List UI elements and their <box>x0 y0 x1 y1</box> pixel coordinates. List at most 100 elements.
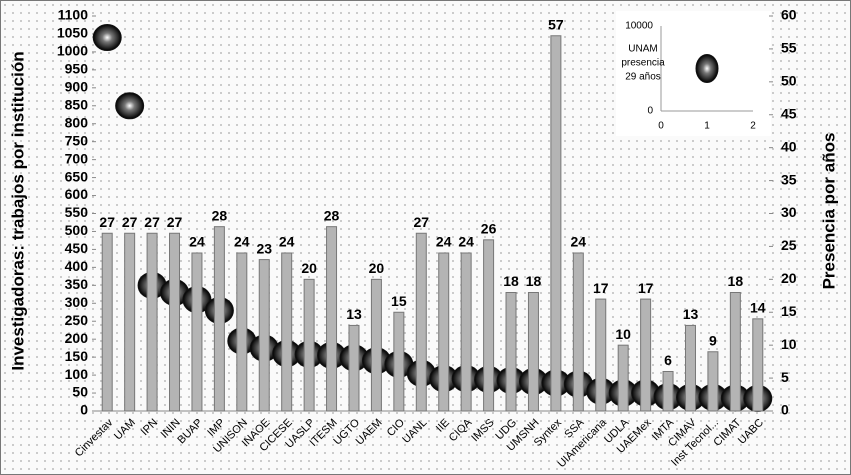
y-tick-label: 650 <box>65 168 89 184</box>
y-tick-label: 900 <box>65 79 89 95</box>
bar-value-label: 27 <box>167 214 183 230</box>
y2-tick-label: 45 <box>781 105 797 121</box>
y2-tick-label: 50 <box>781 73 797 89</box>
bar-value-label: 27 <box>99 214 115 230</box>
y-tick-label: 850 <box>65 96 89 112</box>
x-tick-label: IPN <box>139 417 160 438</box>
y-tick-label: 350 <box>65 276 89 292</box>
x-tick-label: UABC <box>736 417 766 447</box>
bar <box>752 318 764 412</box>
bar-value-label: 27 <box>144 214 160 230</box>
inset-annotation: 29 años <box>625 72 661 83</box>
inset-annotation: presencia <box>621 58 665 69</box>
bar-value-label: 18 <box>526 273 542 289</box>
inset-y-tick-label: 0 <box>647 106 653 117</box>
y-tick-label: 950 <box>65 61 89 77</box>
bar-value-label: 18 <box>728 273 744 289</box>
bar <box>281 252 293 412</box>
bar <box>348 324 360 412</box>
y2-tick-label: 0 <box>781 402 789 418</box>
y2-tick-label: 20 <box>781 270 797 286</box>
x-tick-label: UANL <box>400 417 429 446</box>
bar-value-label: 18 <box>503 273 519 289</box>
y-tick-label: 800 <box>65 114 89 130</box>
bar <box>169 232 181 412</box>
bar <box>729 292 741 412</box>
bar <box>370 278 382 412</box>
bar-value-label: 24 <box>279 234 295 250</box>
bar-value-label: 20 <box>301 260 317 276</box>
bar <box>483 239 495 412</box>
bar-value-label: 24 <box>436 234 452 250</box>
y-tick-label: 500 <box>65 222 89 238</box>
bar <box>415 232 427 412</box>
y-tick-label: 1100 <box>58 7 89 23</box>
bar-value-label: 17 <box>638 280 654 296</box>
inset-panel <box>616 11 771 136</box>
y-tick-label: 450 <box>65 240 89 256</box>
y2-tick-label: 30 <box>781 204 797 220</box>
bar <box>527 292 539 412</box>
y-tick-label: 200 <box>65 330 89 346</box>
y-tick-label: 600 <box>65 186 89 202</box>
bar-value-label: 28 <box>212 207 228 223</box>
bar <box>617 344 629 412</box>
bar <box>572 252 584 412</box>
bar <box>707 351 719 412</box>
y-tick-label: 300 <box>65 294 89 310</box>
bar-value-label: 57 <box>548 16 564 32</box>
bar <box>684 324 696 412</box>
bar <box>550 35 562 412</box>
x-tick-label: UAM <box>112 417 138 443</box>
bar <box>236 252 248 412</box>
y-tick-label: 100 <box>65 366 89 382</box>
bar-value-label: 14 <box>750 300 766 316</box>
y-tick-label: 1050 <box>57 25 88 41</box>
bar-value-label: 27 <box>413 214 429 230</box>
inset-x-tick-label: 0 <box>658 121 664 132</box>
bar <box>213 226 225 412</box>
inset-point <box>695 54 719 83</box>
y2-axis-label: Presencia por años <box>819 133 838 290</box>
y-tick-label: 1000 <box>57 43 88 59</box>
bar <box>460 252 472 412</box>
inset-y-tick-label: 10000 <box>625 21 653 32</box>
point <box>115 92 145 120</box>
bar <box>393 311 405 412</box>
y2-tick-label: 10 <box>781 336 797 352</box>
bar <box>146 232 158 412</box>
bar-value-label: 13 <box>683 306 699 322</box>
point <box>92 24 122 52</box>
y-tick-label: 250 <box>65 312 89 328</box>
y-tick-label: 0 <box>80 402 88 418</box>
bar-value-label: 24 <box>189 234 205 250</box>
bar <box>595 298 607 412</box>
bar-value-label: 26 <box>481 221 497 237</box>
bar-value-label: 20 <box>369 260 385 276</box>
bar-value-label: 28 <box>324 207 340 223</box>
inset-x-tick-label: 1 <box>704 121 710 132</box>
x-tick-label: CIQA <box>447 416 475 444</box>
bar-value-label: 15 <box>391 293 407 309</box>
bar-value-label: 23 <box>256 240 272 256</box>
bar <box>505 292 517 412</box>
bar <box>258 259 270 412</box>
bar <box>303 278 315 412</box>
bar <box>438 252 450 412</box>
y2-tick-label: 60 <box>781 7 797 23</box>
inset-annotation: UNAM <box>628 44 657 55</box>
bar-value-label: 24 <box>458 234 474 250</box>
y-tick-label: 400 <box>65 258 89 274</box>
y-tick-label: 550 <box>65 204 89 220</box>
y2-tick-label: 55 <box>781 40 797 56</box>
bar-value-label: 9 <box>709 332 717 348</box>
y2-tick-label: 15 <box>781 303 797 319</box>
y2-tick-label: 35 <box>781 171 797 187</box>
bar-value-label: 27 <box>122 214 138 230</box>
y-tick-label: 750 <box>65 132 89 148</box>
y-tick-label: 50 <box>72 384 88 400</box>
x-tick-label: IMSS <box>469 417 497 445</box>
bar-value-label: 24 <box>571 234 587 250</box>
